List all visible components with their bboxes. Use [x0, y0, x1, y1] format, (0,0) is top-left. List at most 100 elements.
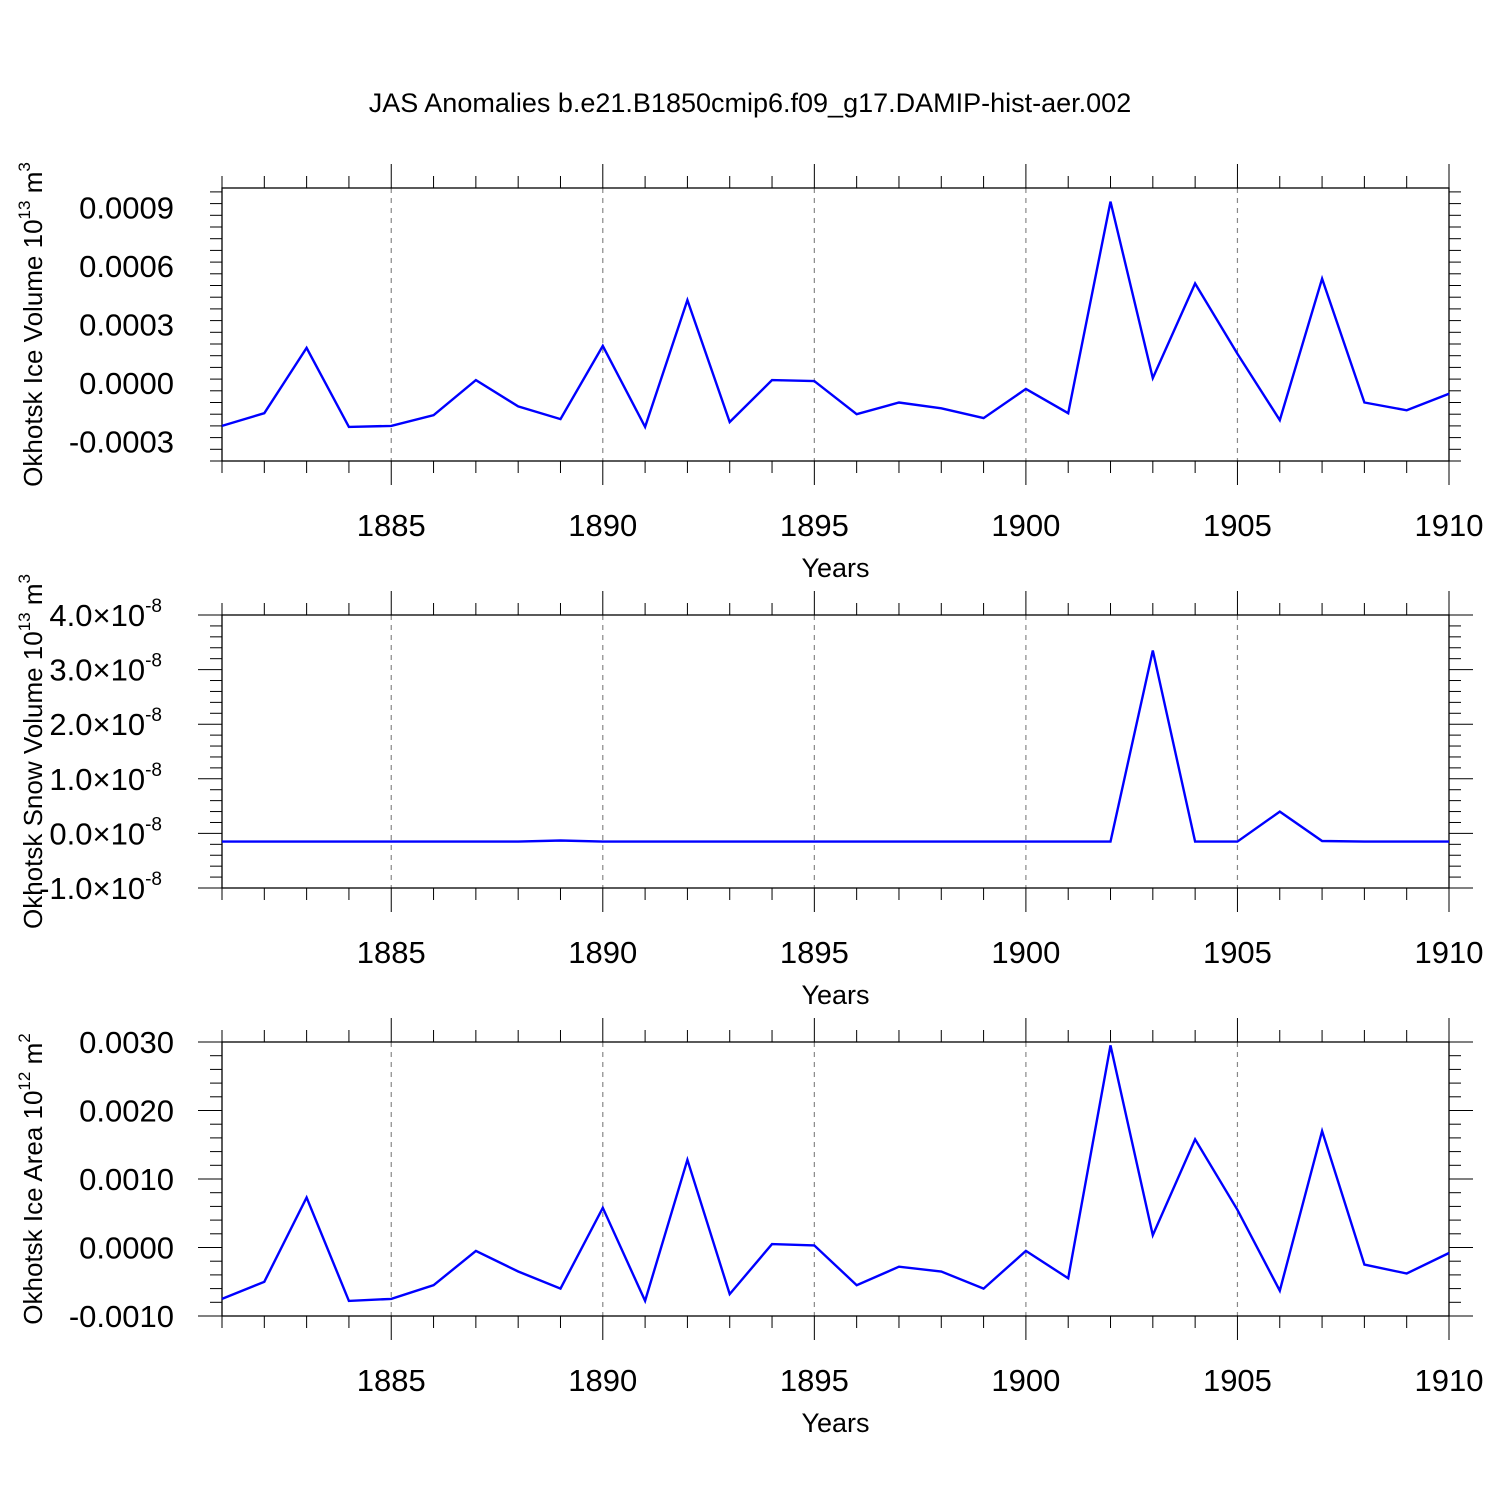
y-tick-label: 0.0×10-8 [49, 814, 162, 851]
data-point [855, 840, 859, 844]
data-point [855, 412, 859, 416]
x-tick-label: 1895 [780, 508, 849, 543]
data-point [897, 840, 901, 844]
data-point [1066, 840, 1070, 844]
y-tick-label: -0.0003 [69, 425, 174, 460]
data-point [897, 401, 901, 405]
x-axis-label: Years [801, 980, 869, 1010]
data-point [1362, 1263, 1366, 1267]
x-tick-label: 1910 [1415, 935, 1484, 970]
y-tick-label: 0.0010 [79, 1162, 174, 1197]
data-point [1405, 1272, 1409, 1276]
x-tick-label: 1885 [357, 935, 426, 970]
data-point [558, 417, 562, 421]
data-point [939, 406, 943, 410]
data-point [685, 298, 689, 302]
plot-frame [221, 1041, 1450, 1317]
data-point [305, 346, 309, 350]
y-tick-label: 2.0×10-8 [49, 705, 162, 742]
x-tick-label: 1895 [780, 1363, 849, 1398]
data-point [812, 840, 816, 844]
x-tick-label: 1885 [357, 1363, 426, 1398]
data-point [1320, 277, 1324, 281]
data-point [728, 420, 732, 424]
data-point [220, 424, 224, 428]
data-point [982, 1287, 986, 1291]
data-point [1447, 840, 1451, 844]
y-tick-label: 0.0000 [79, 1231, 174, 1266]
series-line [222, 650, 1449, 843]
data-point [1024, 840, 1028, 844]
series-line [221, 1045, 1450, 1305]
plot-frame [221, 614, 1450, 889]
data-point [643, 1299, 647, 1303]
x-tick-label: 1900 [991, 508, 1060, 543]
data-point [1193, 1137, 1197, 1141]
y-tick-label: 0.0003 [79, 308, 174, 343]
data-point [220, 840, 224, 844]
panel-3: 1885 1890 1895 1900 1905 1910 Years -0.0010 0.00… [15, 1018, 1483, 1438]
data-point [1151, 648, 1155, 652]
y-tick-label: 0.0006 [79, 249, 174, 284]
plot-frame [221, 187, 1450, 462]
y-tick-label: 4.0×10-8 [49, 596, 162, 633]
data-point [770, 840, 774, 844]
data-point [389, 840, 393, 844]
x-tick-label: 1910 [1415, 508, 1484, 543]
data-point [601, 1206, 605, 1210]
data-point [516, 404, 520, 408]
y-tick-label: 0.0020 [79, 1094, 174, 1129]
data-point [982, 840, 986, 844]
data-point [1109, 200, 1113, 204]
data-point [728, 1292, 732, 1296]
x-tick-label: 1905 [1203, 935, 1272, 970]
series-line [221, 201, 1450, 430]
data-point [474, 1249, 478, 1253]
data-point [1447, 392, 1451, 396]
y-tick-label: 1.0×10-8 [49, 760, 162, 797]
data-point [1278, 1289, 1282, 1293]
data-point [1320, 839, 1324, 843]
data-point [262, 840, 266, 844]
data-point [1447, 1251, 1451, 1255]
data-point [1193, 840, 1197, 844]
data-point [474, 378, 478, 382]
x-tick-label: 1905 [1203, 508, 1272, 543]
chart-title: JAS Anomalies b.e21.B1850cmip6.f09_g17.D… [369, 88, 1131, 118]
data-point [1109, 840, 1113, 844]
data-point [643, 840, 647, 844]
x-tick-label: 1890 [568, 1363, 637, 1398]
data-point [389, 1297, 393, 1301]
data-point [1066, 411, 1070, 415]
data-point [1066, 1276, 1070, 1280]
data-point [812, 379, 816, 383]
data-point [1235, 352, 1239, 356]
y-tick-label: 3.0×10-8 [49, 651, 162, 688]
panel-1: 1885 1890 1895 1900 1905 1910 Years -0.0003 0.00… [15, 162, 1483, 583]
x-tick-label: 1900 [991, 1363, 1060, 1398]
data-point [1235, 1208, 1239, 1212]
panel-2: 1885 1890 1895 1900 1905 1910 Years -1.0×10-8 0.… [15, 574, 1483, 1010]
data-point [601, 840, 605, 844]
data-point [516, 840, 520, 844]
y-tick-label: 0.0000 [79, 366, 174, 401]
data-point [1320, 1129, 1324, 1133]
data-point [1362, 401, 1366, 405]
data-point [1024, 387, 1028, 391]
data-point [262, 411, 266, 415]
data-point [305, 1195, 309, 1199]
data-point [855, 1283, 859, 1287]
data-point [1278, 810, 1282, 814]
x-tick-label: 1900 [991, 935, 1060, 970]
data-point [1151, 376, 1155, 380]
data-point [432, 1283, 436, 1287]
y-axis-label: Okhotsk Ice Volume 1013 m3 [15, 162, 48, 487]
data-point [347, 840, 351, 844]
data-point [770, 1242, 774, 1246]
data-point [897, 1265, 901, 1269]
data-point [558, 838, 562, 842]
data-point [643, 425, 647, 429]
data-point [1278, 418, 1282, 422]
